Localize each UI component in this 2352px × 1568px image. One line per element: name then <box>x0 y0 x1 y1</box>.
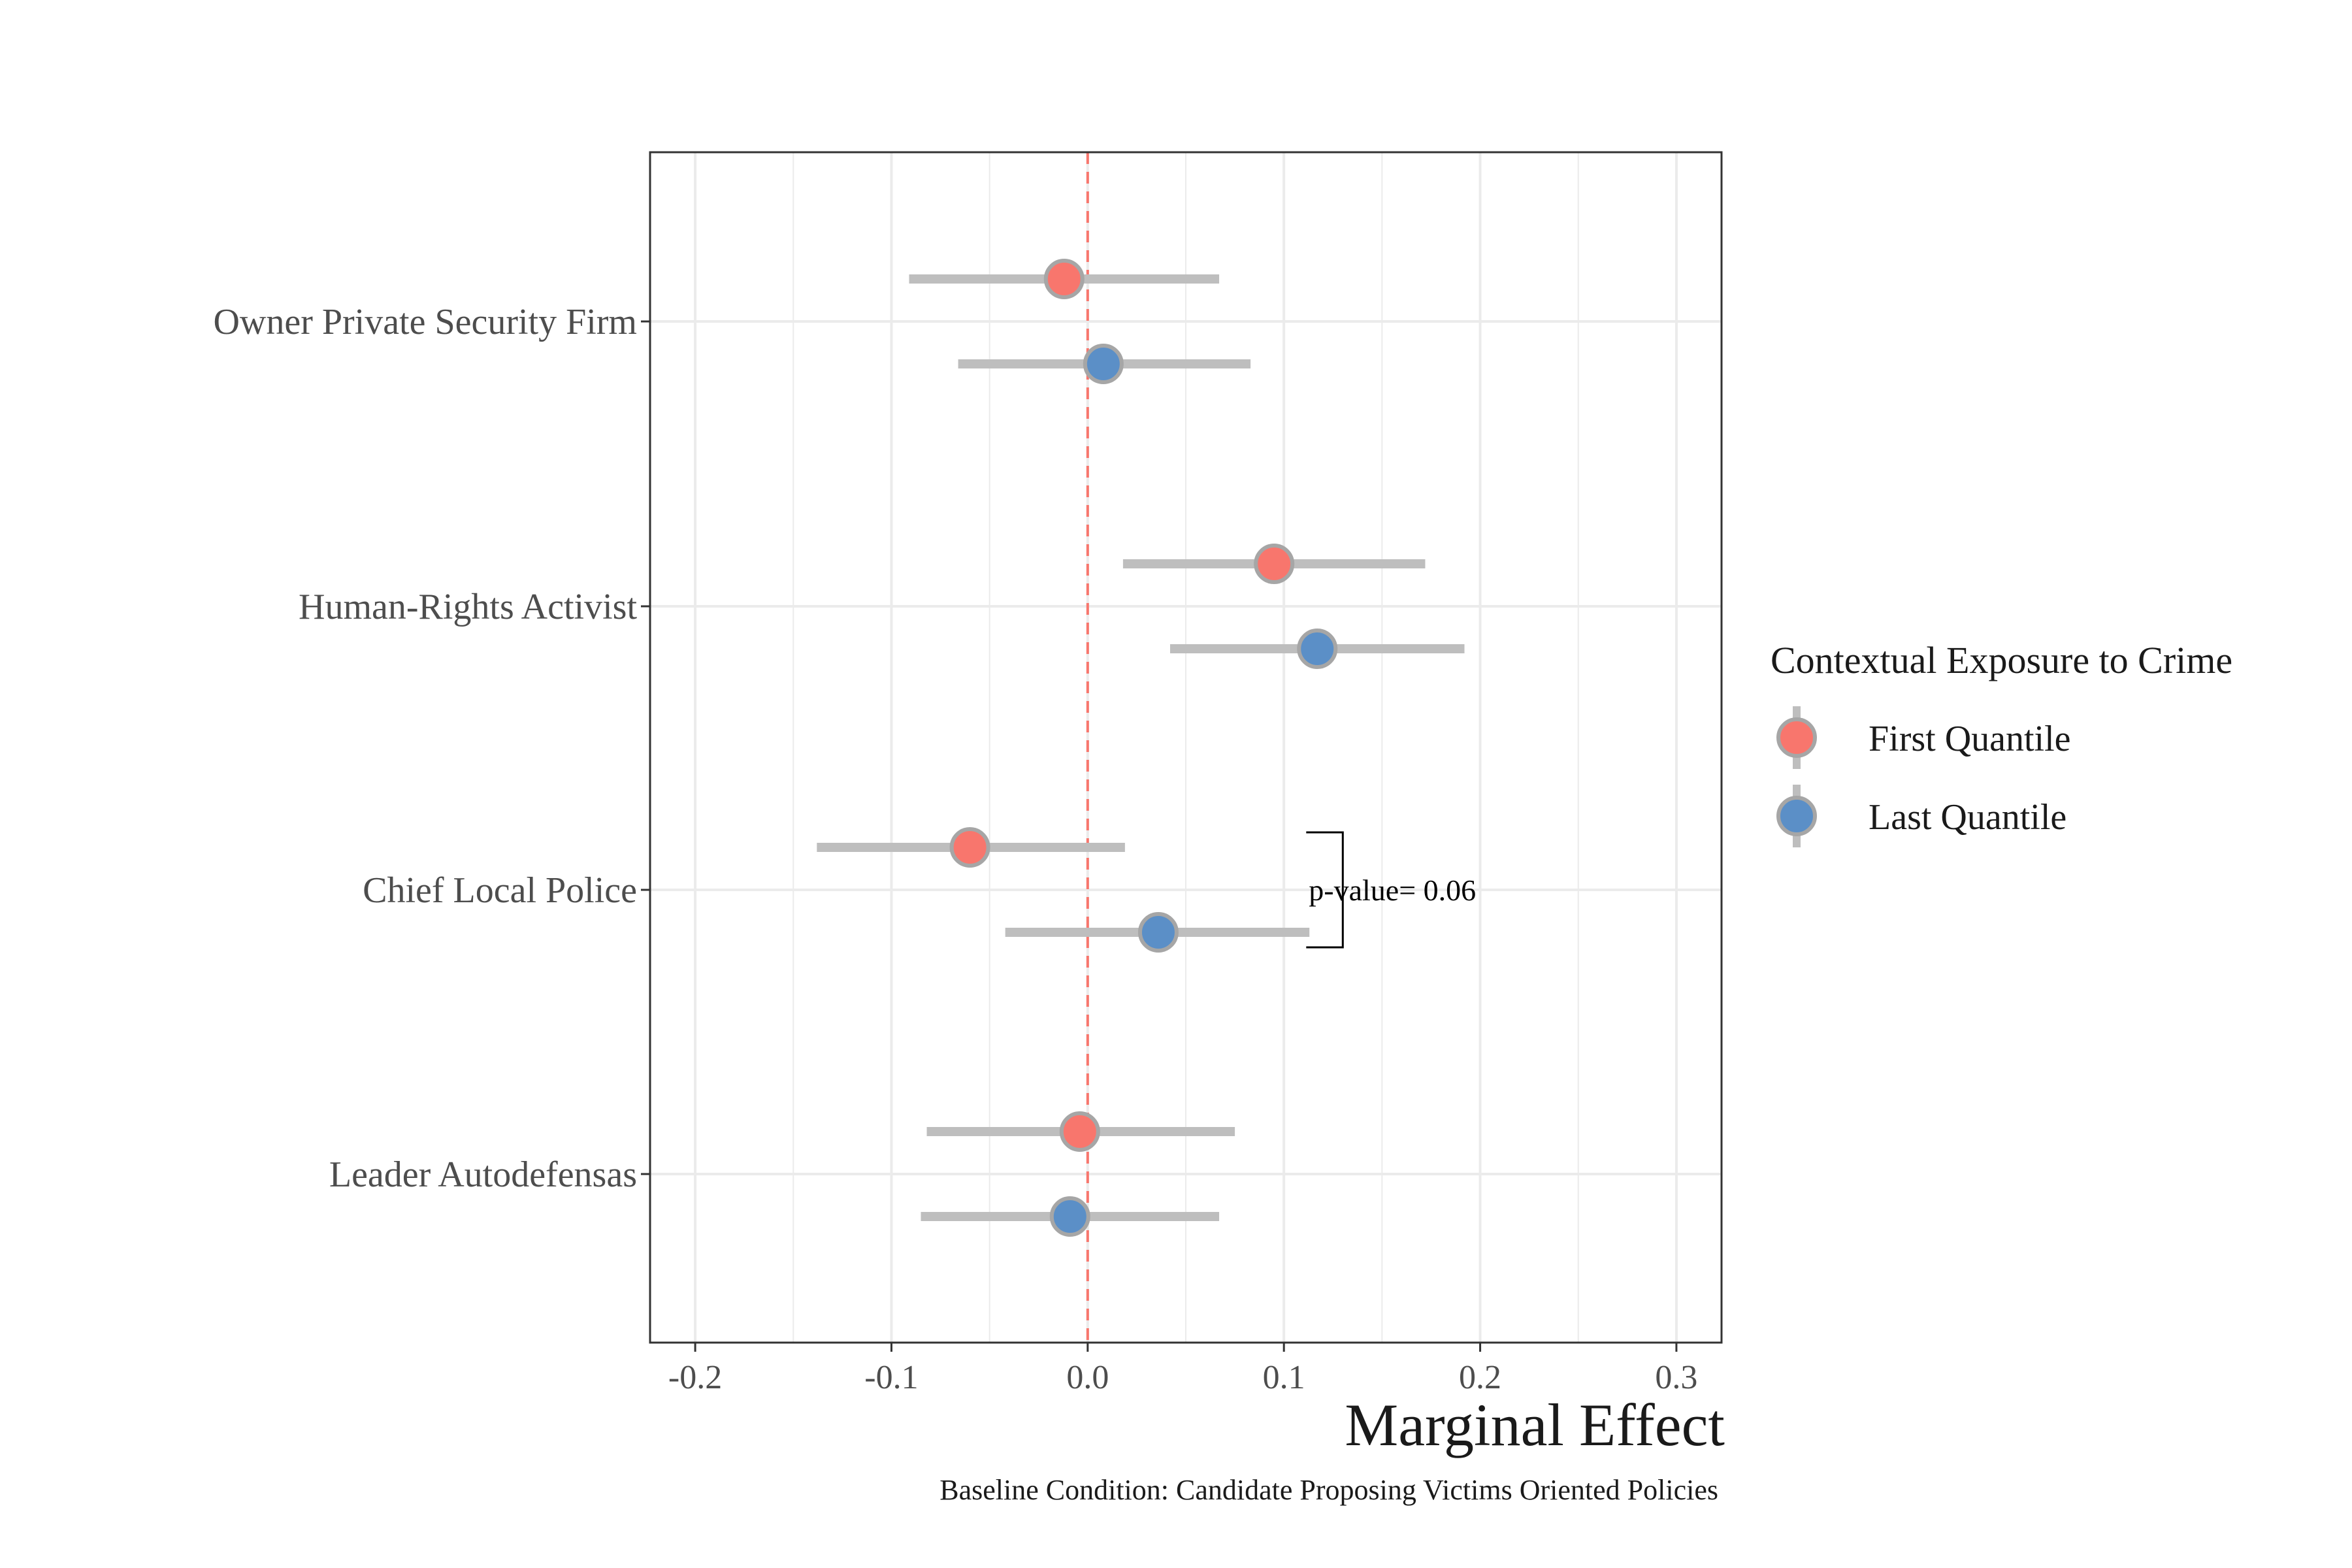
y-tick-label: Leader Autodefensas <box>329 1154 637 1195</box>
p-value-label: p-value= 0.06 <box>1309 874 1476 907</box>
legend-title: Contextual Exposure to Crime <box>1771 639 2232 681</box>
grid-lines <box>650 152 1722 1343</box>
point-estimate <box>1083 344 1124 384</box>
x-axis: -0.2 -0.1 0.0 0.1 0.2 0.3 <box>668 1343 1697 1396</box>
legend: Contextual Exposure to Crime First Quant… <box>1771 639 2232 847</box>
point-estimate <box>949 827 990 868</box>
point-estimate <box>1254 544 1295 584</box>
x-tick-label: -0.1 <box>864 1359 918 1396</box>
y-tick-label: Human-Rights Activist <box>299 587 637 627</box>
point-estimate <box>1059 1111 1100 1152</box>
y-tick-label: Chief Local Police <box>363 870 637 911</box>
legend-label-last-quantile: Last Quantile <box>1869 797 2066 838</box>
x-tick-label: 0.0 <box>1066 1359 1109 1396</box>
x-tick-label: 0.2 <box>1459 1359 1501 1396</box>
point-estimate <box>1043 259 1085 299</box>
x-axis-title: Marginal Effect <box>1345 1392 1725 1458</box>
chart-caption: Baseline Condition: Candidate Proposing … <box>939 1474 1718 1506</box>
point-estimate <box>1297 629 1338 669</box>
x-tick-label: 0.3 <box>1655 1359 1697 1396</box>
y-tick-label: Owner Private Security Firm <box>213 302 637 342</box>
point-estimate <box>1049 1196 1090 1237</box>
legend-label-first-quantile: First Quantile <box>1869 719 2071 759</box>
p-value-bracket <box>1306 831 1344 949</box>
point-estimates <box>949 259 1338 1237</box>
y-axis: Owner Private Security Firm Human-Rights … <box>213 302 650 1195</box>
legend-key-point <box>1776 717 1817 758</box>
x-tick-label: 0.1 <box>1263 1359 1305 1396</box>
error-bars <box>817 274 1465 1221</box>
legend-keys <box>1776 706 1817 847</box>
legend-key-point <box>1776 796 1817 836</box>
point-estimate <box>1137 912 1179 953</box>
x-tick-label: -0.2 <box>668 1359 722 1396</box>
p-value-annotation: p-value= 0.06 <box>1306 831 1476 949</box>
panel-border <box>649 151 1723 1344</box>
